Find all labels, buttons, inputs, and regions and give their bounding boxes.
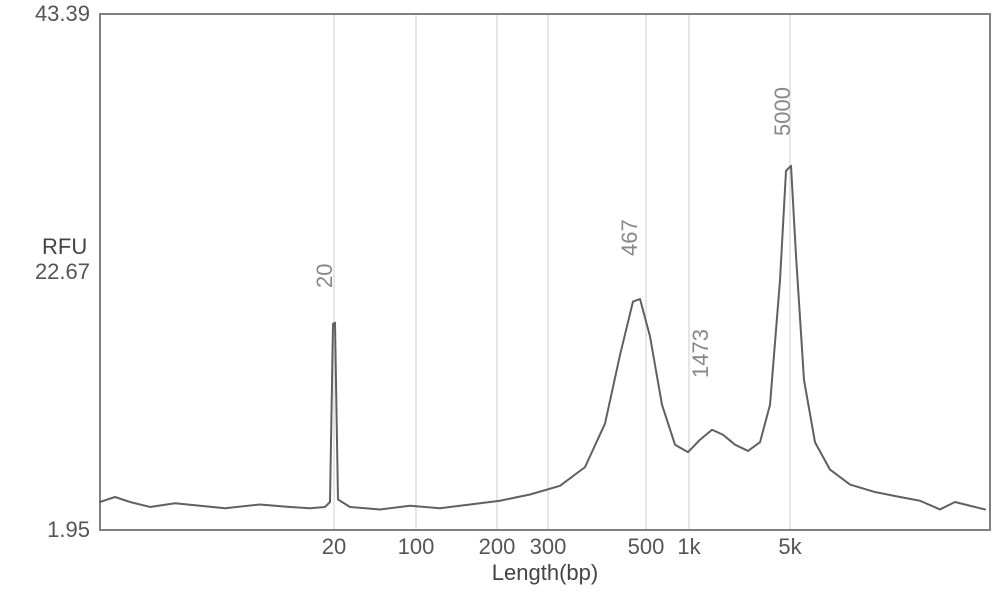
x-tick-label: 200	[479, 534, 516, 559]
y-tick-label: 1.95	[47, 517, 90, 542]
peak-label: 5000	[770, 87, 795, 136]
y-tick-label: 22.67	[35, 259, 90, 284]
peak-label: 467	[617, 219, 642, 256]
x-tick-label: 300	[530, 534, 567, 559]
chart-svg: 43.39 22.67 1.95 RFU 20 100 200 300 500 1k 5k Lengt…	[0, 0, 1000, 594]
x-tick-label: 1k	[677, 534, 701, 559]
chart-background	[0, 0, 1000, 594]
peak-label: 1473	[688, 329, 713, 378]
x-tick-label: 20	[322, 534, 346, 559]
peak-label: 20	[312, 264, 337, 288]
x-tick-label: 100	[398, 534, 435, 559]
x-tick-label: 5k	[778, 534, 802, 559]
y-axis-label: RFU	[42, 234, 87, 259]
x-tick-label: 500	[628, 534, 665, 559]
y-tick-label: 43.39	[35, 1, 90, 26]
electropherogram-chart: 43.39 22.67 1.95 RFU 20 100 200 300 500 1k 5k Lengt…	[0, 0, 1000, 594]
x-axis-label: Length(bp)	[492, 560, 598, 585]
